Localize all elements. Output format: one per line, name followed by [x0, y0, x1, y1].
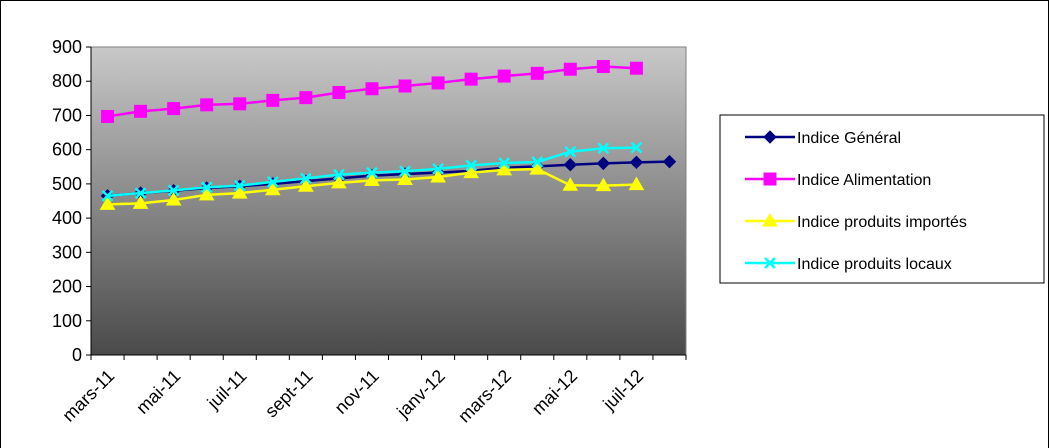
y-tick-label: 200: [52, 277, 82, 297]
data-point: [628, 176, 645, 191]
data-point: [167, 102, 181, 116]
series-layer: [99, 60, 677, 210]
data-point: [563, 158, 578, 172]
legend-marker: [763, 130, 777, 144]
data-point: [231, 185, 248, 199]
y-tick-label: 0: [72, 345, 82, 365]
data-point: [531, 156, 544, 168]
plot-area: [90, 46, 687, 356]
data-point: [397, 171, 413, 185]
data-point: [629, 61, 643, 75]
legend-item: Indice Alimentation: [745, 172, 931, 189]
data-point: [465, 159, 478, 172]
data-point: [101, 189, 114, 202]
data-point: [165, 191, 182, 206]
data-point: [266, 175, 279, 188]
data-point: [498, 157, 511, 169]
data-point: [398, 79, 412, 93]
legend-marker: [762, 213, 778, 227]
series-2: [101, 60, 643, 123]
data-point: [264, 181, 281, 196]
data-point: [233, 179, 246, 192]
data-point: [432, 162, 444, 175]
series-3: [99, 161, 645, 210]
legend-item: Indice Général: [745, 130, 901, 147]
data-point: [233, 97, 247, 111]
data-point: [596, 156, 611, 171]
data-point: [167, 184, 180, 197]
data-point: [530, 66, 544, 80]
data-point: [595, 177, 612, 192]
data-point: [529, 161, 546, 175]
data-point: [299, 91, 313, 105]
data-point: [99, 196, 116, 210]
legend-label: Indice Alimentation: [797, 172, 931, 189]
data-point: [597, 142, 610, 155]
data-point: [596, 60, 610, 74]
legend-marker: [764, 257, 776, 269]
data-point: [200, 181, 213, 194]
data-point: [200, 98, 214, 112]
data-point: [464, 72, 478, 86]
data-point: [134, 187, 147, 200]
data-point: [331, 174, 347, 189]
data-point: [431, 76, 445, 90]
data-point: [299, 172, 312, 185]
data-point: [132, 195, 149, 209]
data-point: [564, 145, 577, 158]
legend-label: Indice Général: [797, 130, 901, 147]
legend-marker: [763, 172, 777, 186]
data-point: [463, 164, 480, 179]
data-point: [430, 169, 446, 183]
data-point: [332, 86, 346, 100]
data-point: [662, 154, 677, 169]
legend-label: Indice produits locaux: [797, 256, 952, 273]
data-point: [101, 109, 115, 123]
y-axis: 0 100 200 300 400 500 600 700 800 900: [52, 37, 92, 365]
data-point: [297, 178, 314, 192]
data-point: [364, 172, 380, 186]
y-tick-label: 900: [52, 37, 82, 57]
y-tick-label: 800: [52, 71, 82, 91]
data-point: [562, 177, 579, 191]
data-point: [266, 93, 280, 107]
legend-box: [719, 114, 1045, 284]
y-tick-label: 300: [52, 242, 82, 262]
data-point: [365, 82, 379, 96]
data-point: [629, 155, 644, 170]
legend-label: Indice produits importés: [797, 214, 967, 231]
data-point: [134, 104, 148, 118]
data-point: [198, 186, 215, 201]
data-point: [563, 62, 577, 76]
y-tick-label: 100: [52, 311, 82, 331]
legend-item: Indice produits importés: [745, 213, 967, 231]
legend: Indice Général Indice Alimentation Indice …: [719, 114, 1045, 284]
data-point: [366, 166, 378, 179]
y-tick-label: 700: [52, 105, 82, 125]
data-point: [630, 141, 643, 154]
y-tick-label: 600: [52, 140, 82, 160]
series-4: [101, 141, 643, 202]
data-point: [399, 165, 411, 178]
data-point: [333, 168, 345, 181]
y-tick-label: 500: [52, 174, 82, 194]
data-point: [497, 69, 511, 83]
legend-item: Indice produits locaux: [745, 256, 952, 273]
y-tick-label: 400: [52, 208, 82, 228]
data-point: [496, 161, 513, 176]
